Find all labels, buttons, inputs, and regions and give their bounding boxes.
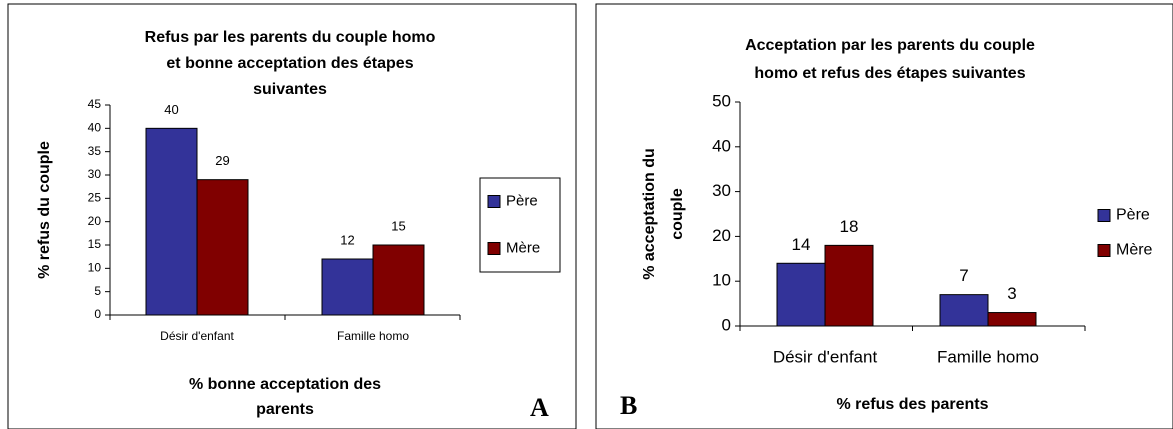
- x-tick-label: Désir d'enfant: [160, 329, 234, 343]
- legend-frame: [479, 177, 561, 273]
- x-tick-label: Famille homo: [937, 347, 1039, 366]
- y-tick-label: 10: [88, 261, 102, 275]
- value-label: 14: [792, 235, 811, 254]
- legend-swatch: [1097, 209, 1111, 222]
- bar: [987, 312, 1037, 327]
- x-tick-label: Désir d'enfant: [773, 347, 878, 366]
- y-tick-label: 50: [712, 91, 731, 110]
- bar: [776, 262, 826, 327]
- y-tick-label: 20: [88, 214, 102, 228]
- y-tick-label: 0: [94, 307, 101, 321]
- y-tick-label: 15: [88, 237, 102, 251]
- legend-label: Père: [1116, 207, 1150, 224]
- x-axis-label: parents: [256, 401, 314, 418]
- bar: [939, 294, 989, 327]
- y-tick-label: 25: [88, 191, 102, 205]
- x-axis-label: % refus des parents: [836, 396, 988, 413]
- value-label: 3: [1007, 284, 1016, 303]
- y-tick-label: 5: [94, 284, 101, 298]
- value-label: 12: [340, 232, 354, 247]
- value-label: 40: [164, 102, 178, 117]
- value-label: 15: [391, 218, 405, 233]
- y-tick-label: 10: [712, 271, 731, 290]
- y-tick-label: 20: [712, 226, 731, 245]
- y-axis-label: % refus du couple: [36, 141, 53, 279]
- bar: [145, 127, 198, 316]
- bar: [196, 179, 249, 316]
- bar: [321, 258, 374, 316]
- panel-frame: [595, 3, 1173, 429]
- y-tick-label: 35: [88, 144, 102, 158]
- y-tick-label: 30: [88, 167, 102, 181]
- y-axis-label: % acceptation du: [641, 148, 658, 280]
- y-tick-label: 45: [88, 97, 102, 111]
- y-tick-label: 40: [712, 136, 731, 155]
- y-tick-label: 0: [722, 315, 731, 334]
- x-axis-label: % bonne acceptation des: [189, 376, 381, 393]
- chart-title: homo et refus des étapes suivantes: [754, 65, 1025, 82]
- bar: [824, 244, 874, 327]
- value-label: 29: [215, 153, 229, 168]
- chart-title: Refus par les parents du couple homo: [145, 29, 436, 46]
- bar: [372, 244, 425, 316]
- chart-title: et bonne acceptation des étapes: [166, 55, 413, 72]
- legend-label: Mère: [506, 239, 540, 256]
- chart-title: suivantes: [253, 81, 327, 98]
- chart-title: Acceptation par les parents du couple: [745, 37, 1035, 54]
- panel-frame: [7, 3, 577, 429]
- legend-swatch: [1097, 244, 1111, 257]
- legend-label: Père: [506, 192, 538, 209]
- y-axis-label: couple: [669, 188, 686, 240]
- panel-letter: A: [530, 393, 549, 422]
- x-tick-label: Famille homo: [337, 329, 409, 343]
- value-label: 7: [959, 266, 968, 285]
- value-label: 18: [840, 217, 859, 236]
- legend-label: Mère: [1116, 242, 1153, 259]
- y-tick-label: 40: [88, 121, 102, 135]
- panel-letter: B: [620, 391, 637, 420]
- legend-swatch: [487, 195, 501, 208]
- y-tick-label: 30: [712, 181, 731, 200]
- legend-swatch: [487, 242, 501, 255]
